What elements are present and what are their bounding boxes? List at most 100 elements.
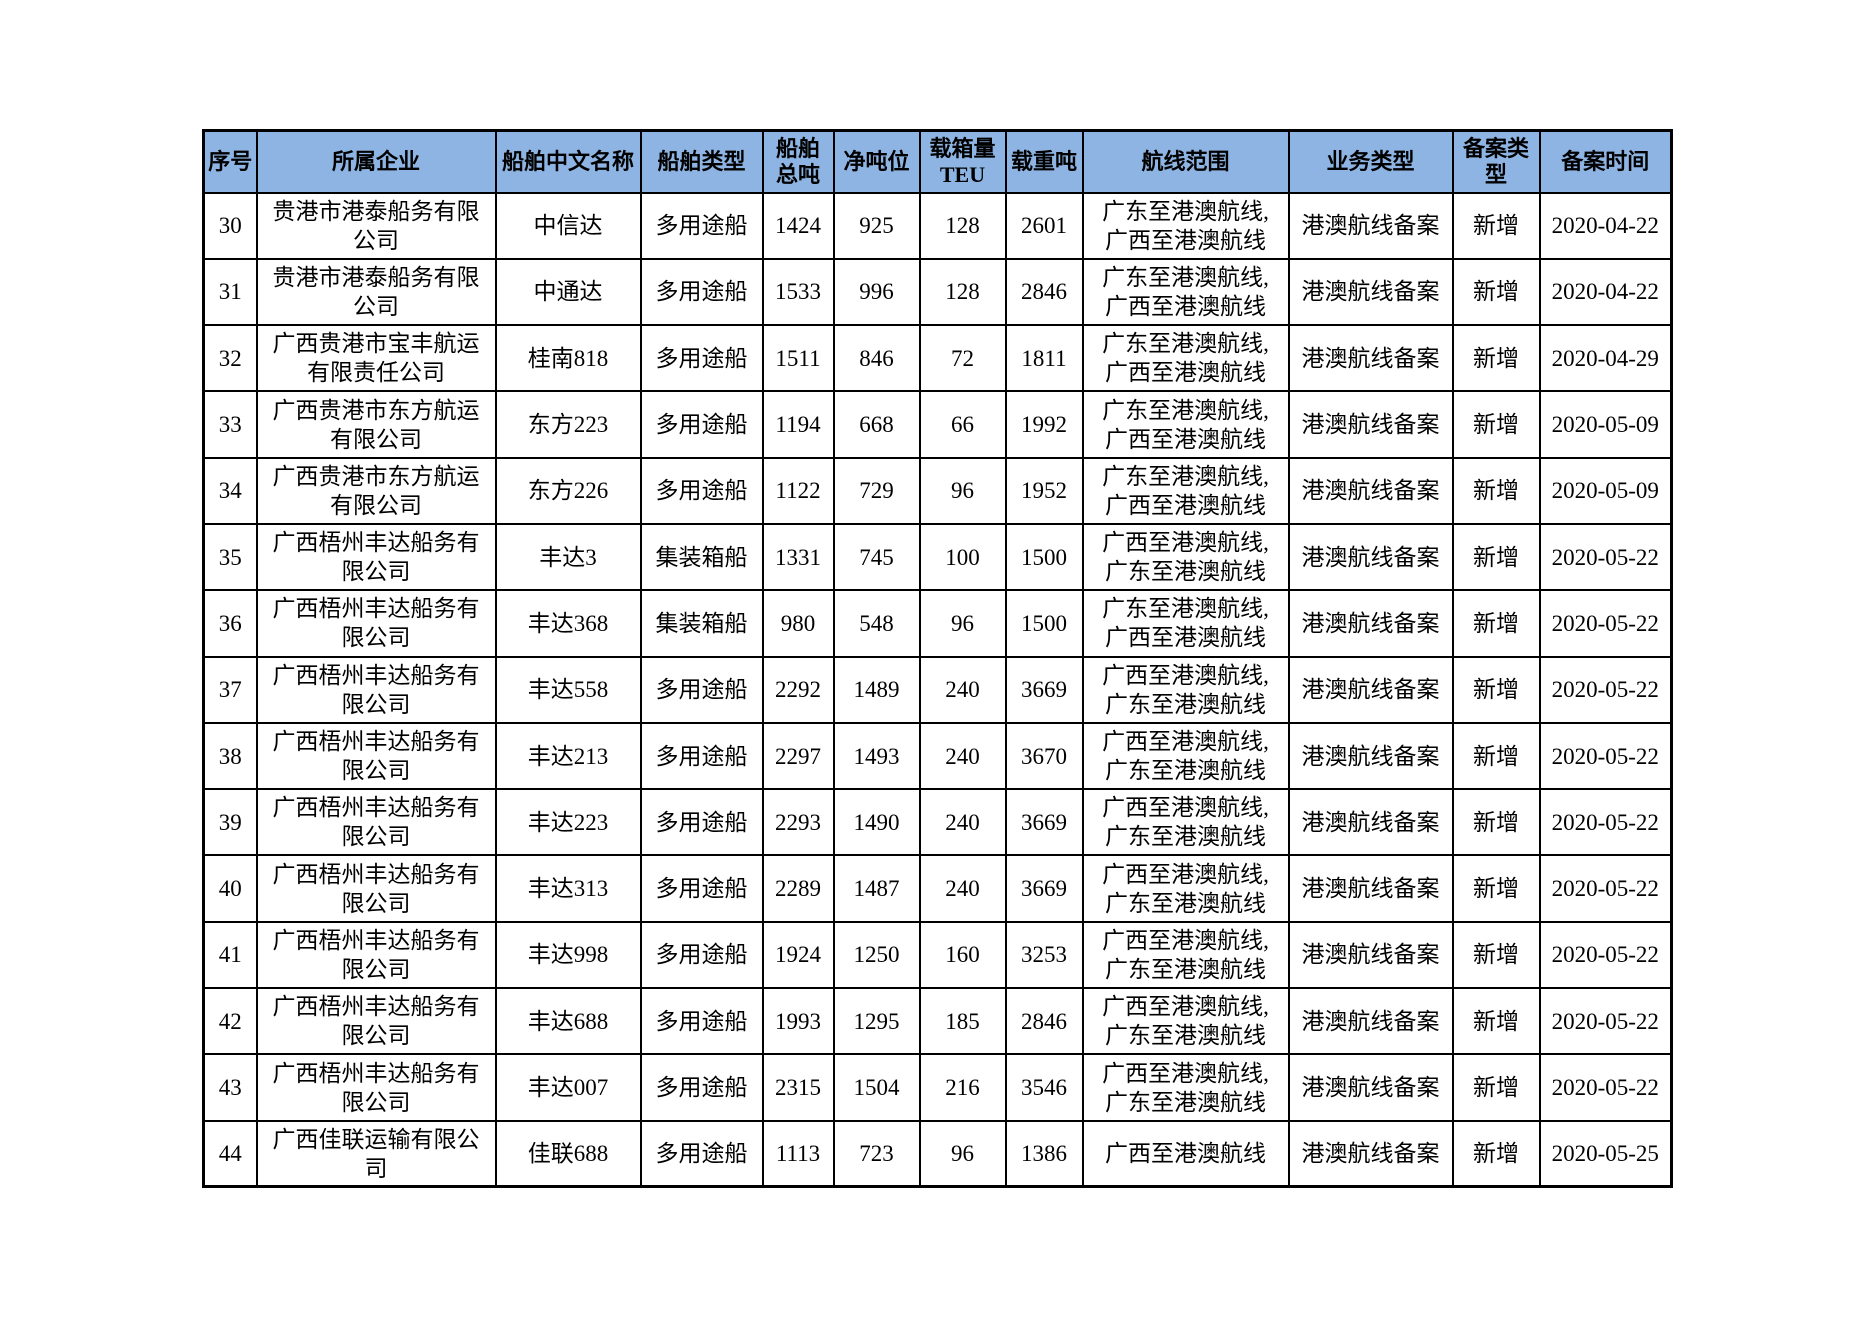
cell-business_type: 港澳航线备案 — [1287, 721, 1454, 791]
cell-teu: 96 — [918, 1119, 1007, 1188]
cell-ship_name: 丰达223 — [494, 788, 642, 857]
cell-teu: 100 — [918, 522, 1007, 592]
cell-net_tonnage: 668 — [832, 390, 921, 459]
cell-ship_name: 中信达 — [494, 191, 642, 260]
cell-filing_type: 新增 — [1451, 1119, 1541, 1188]
cell-index: 34 — [202, 456, 258, 525]
column-header-net_tonnage: 净吨位 — [832, 129, 921, 194]
table-header: 序号 所属企业 船舶中文名称 船舶类型 船舶 总吨 净吨位 载箱量 TEU 载重吨 航线范围 业务… — [202, 129, 1673, 194]
cell-teu: 96 — [918, 589, 1007, 658]
table-row: 37 广西梧州丰达船务有 限公司 丰达558 多用途船 2292 1489 240 3669 广… — [202, 655, 1673, 724]
cell-gross_tonnage: 1511 — [761, 324, 835, 393]
cell-ship_type: 多用途船 — [639, 920, 764, 990]
cell-ship_type: 集装箱船 — [639, 522, 764, 592]
column-header-route: 航线范围 — [1081, 129, 1290, 194]
cell-ship_type: 多用途船 — [639, 721, 764, 791]
cell-filing_type: 新增 — [1451, 920, 1541, 990]
cell-route: 广西至港澳航线, 广东至港澳航线 — [1081, 788, 1290, 857]
cell-gross_tonnage: 1993 — [761, 987, 835, 1056]
cell-gross_tonnage: 2315 — [761, 1053, 835, 1122]
cell-index: 39 — [202, 788, 258, 857]
cell-net_tonnage: 729 — [832, 456, 921, 525]
cell-filing_type: 新增 — [1451, 324, 1541, 393]
cell-ship_name: 佳联688 — [494, 1119, 642, 1188]
column-header-teu: 载箱量 TEU — [918, 129, 1007, 194]
cell-teu: 160 — [918, 920, 1007, 990]
cell-teu: 216 — [918, 1053, 1007, 1122]
cell-company: 广西梧州丰达船务有 限公司 — [255, 522, 497, 592]
cell-gross_tonnage: 1194 — [761, 390, 835, 459]
column-header-business_type: 业务类型 — [1287, 129, 1454, 194]
cell-company: 广西梧州丰达船务有 限公司 — [255, 589, 497, 658]
cell-net_tonnage: 1250 — [832, 920, 921, 990]
cell-filing_type: 新增 — [1451, 788, 1541, 857]
cell-ship_name: 东方223 — [494, 390, 642, 459]
cell-ship_name: 丰达313 — [494, 854, 642, 923]
table-row: 32 广西贵港市宝丰航运 有限责任公司 桂南818 多用途船 1511 846 72 1811… — [202, 324, 1673, 393]
cell-net_tonnage: 1487 — [832, 854, 921, 923]
cell-route: 广西至港澳航线, 广东至港澳航线 — [1081, 854, 1290, 923]
cell-business_type: 港澳航线备案 — [1287, 324, 1454, 393]
cell-gross_tonnage: 1113 — [761, 1119, 835, 1188]
cell-route: 广西至港澳航线, 广东至港澳航线 — [1081, 1053, 1290, 1122]
cell-business_type: 港澳航线备案 — [1287, 456, 1454, 525]
table-row: 38 广西梧州丰达船务有 限公司 丰达213 多用途船 2297 1493 240 3670 广… — [202, 721, 1673, 791]
cell-filing_date: 2020-04-29 — [1538, 324, 1673, 393]
cell-filing_date: 2020-04-22 — [1538, 257, 1673, 327]
cell-ship_name: 中通达 — [494, 257, 642, 327]
cell-filing_type: 新增 — [1451, 390, 1541, 459]
column-header-filing_date: 备案时间 — [1538, 129, 1673, 194]
cell-business_type: 港澳航线备案 — [1287, 257, 1454, 327]
cell-net_tonnage: 1490 — [832, 788, 921, 857]
cell-net_tonnage: 1489 — [832, 655, 921, 724]
cell-index: 36 — [202, 589, 258, 658]
cell-teu: 128 — [918, 191, 1007, 260]
cell-index: 38 — [202, 721, 258, 791]
ship-filing-table: 序号 所属企业 船舶中文名称 船舶类型 船舶 总吨 净吨位 载箱量 TEU 载重吨 航线范围 业务… — [202, 129, 1673, 1189]
cell-filing_type: 新增 — [1451, 522, 1541, 592]
cell-ship_name: 丰达213 — [494, 721, 642, 791]
cell-deadweight: 3670 — [1004, 721, 1084, 791]
table-row: 41 广西梧州丰达船务有 限公司 丰达998 多用途船 1924 1250 160 3253 广… — [202, 920, 1673, 990]
cell-business_type: 港澳航线备案 — [1287, 655, 1454, 724]
cell-gross_tonnage: 1424 — [761, 191, 835, 260]
cell-route: 广东至港澳航线, 广西至港澳航线 — [1081, 456, 1290, 525]
cell-filing_date: 2020-05-22 — [1538, 522, 1673, 592]
cell-filing_date: 2020-04-22 — [1538, 191, 1673, 260]
cell-ship_name: 丰达3 — [494, 522, 642, 592]
cell-gross_tonnage: 980 — [761, 589, 835, 658]
cell-filing_type: 新增 — [1451, 257, 1541, 327]
column-header-filing_type: 备案类 型 — [1451, 129, 1541, 194]
cell-deadweight: 1952 — [1004, 456, 1084, 525]
cell-filing_date: 2020-05-22 — [1538, 1053, 1673, 1122]
cell-filing_date: 2020-05-09 — [1538, 456, 1673, 525]
cell-deadweight: 1386 — [1004, 1119, 1084, 1188]
cell-business_type: 港澳航线备案 — [1287, 191, 1454, 260]
cell-filing_date: 2020-05-22 — [1538, 854, 1673, 923]
cell-ship_type: 多用途船 — [639, 655, 764, 724]
cell-filing_type: 新增 — [1451, 854, 1541, 923]
cell-deadweight: 1500 — [1004, 589, 1084, 658]
cell-route: 广东至港澳航线, 广西至港澳航线 — [1081, 390, 1290, 459]
cell-deadweight: 2846 — [1004, 987, 1084, 1056]
cell-filing_type: 新增 — [1451, 456, 1541, 525]
cell-filing_type: 新增 — [1451, 721, 1541, 791]
cell-ship_type: 多用途船 — [639, 324, 764, 393]
cell-deadweight: 3253 — [1004, 920, 1084, 990]
cell-route: 广东至港澳航线, 广西至港澳航线 — [1081, 589, 1290, 658]
table-row: 40 广西梧州丰达船务有 限公司 丰达313 多用途船 2289 1487 240 3669 广… — [202, 854, 1673, 923]
table-row: 44 广西佳联运输有限公 司佳联688 多用途船 1113 723 96 1386 广西至港澳… — [202, 1119, 1673, 1188]
table-row: 30 贵港市港泰船务有限 公司 中信达 多用途船 1424 925 128 2601 广东至港澳… — [202, 191, 1673, 260]
cell-filing_date: 2020-05-22 — [1538, 589, 1673, 658]
cell-gross_tonnage: 2292 — [761, 655, 835, 724]
cell-company: 广西梧州丰达船务有 限公司 — [255, 721, 497, 791]
cell-company: 贵港市港泰船务有限 公司 — [255, 257, 497, 327]
cell-filing_type: 新增 — [1451, 987, 1541, 1056]
cell-filing_type: 新增 — [1451, 1053, 1541, 1122]
cell-net_tonnage: 1493 — [832, 721, 921, 791]
cell-route: 广西至港澳航线, 广东至港澳航线 — [1081, 920, 1290, 990]
cell-ship_type: 多用途船 — [639, 257, 764, 327]
cell-net_tonnage: 745 — [832, 522, 921, 592]
cell-net_tonnage: 846 — [832, 324, 921, 393]
cell-route: 广西至港澳航线, 广东至港澳航线 — [1081, 655, 1290, 724]
